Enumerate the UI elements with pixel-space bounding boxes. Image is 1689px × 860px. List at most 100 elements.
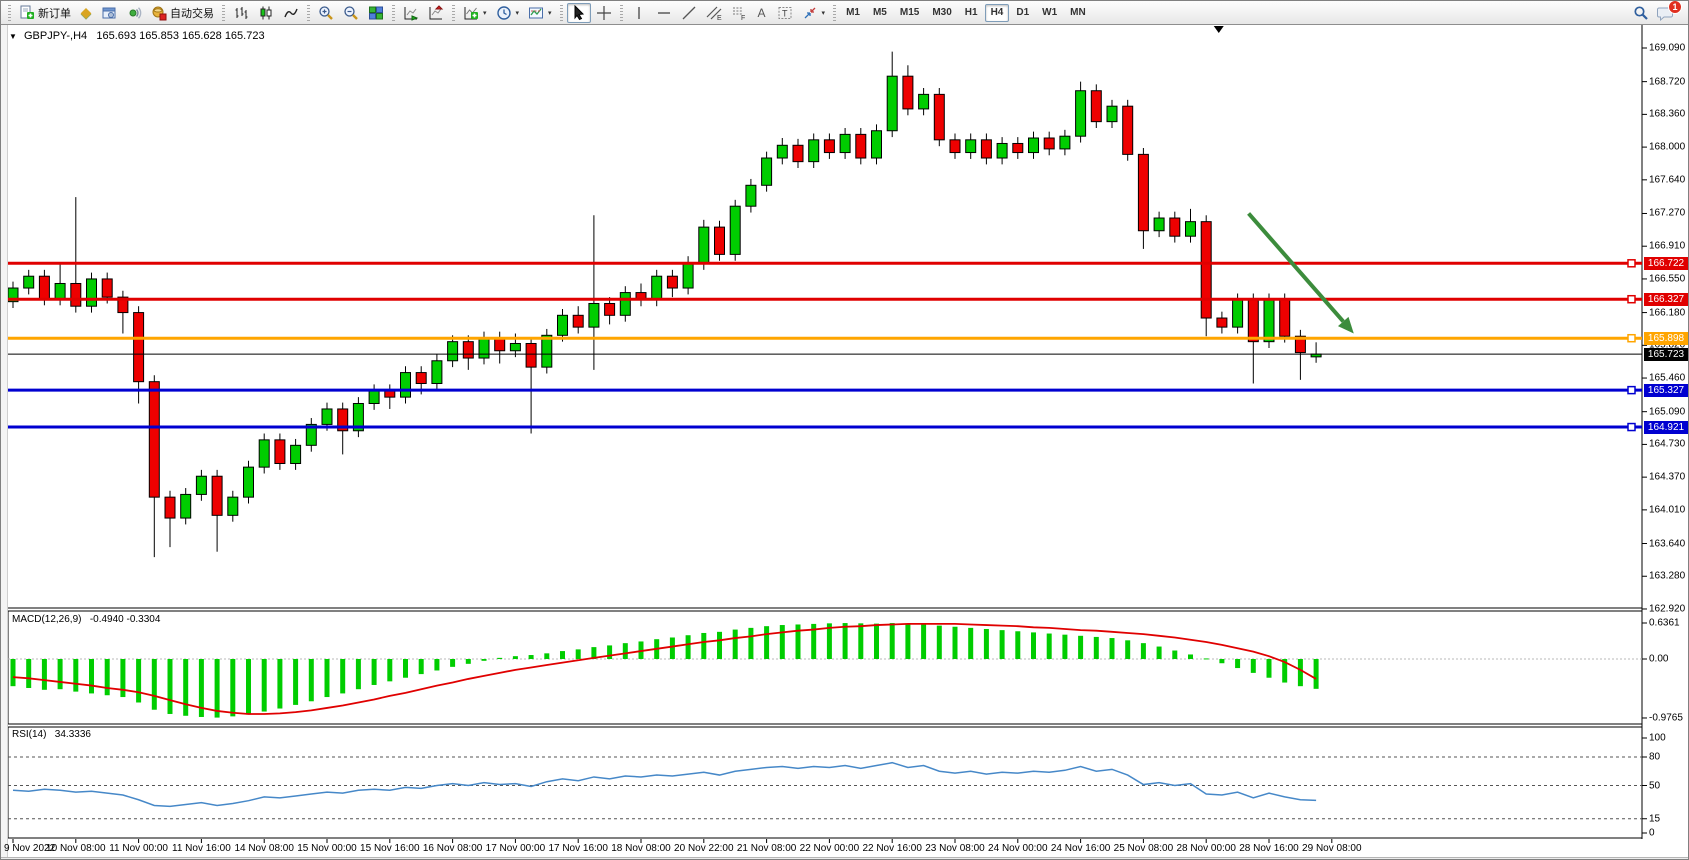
candle-body (1043, 137, 1055, 150)
new-order-icon (20, 5, 34, 19)
trend-arrow-line[interactable] (1247, 212, 1345, 323)
timeframe-button-h4[interactable]: H4 (984, 3, 1010, 22)
crosshair-icon (596, 5, 611, 20)
candle-body (996, 142, 1008, 159)
macd-histogram-bar (936, 625, 942, 659)
candle-body (792, 144, 804, 163)
text-tool-button[interactable]: A (752, 3, 772, 23)
chart-shift-marker-icon[interactable] (1213, 26, 1224, 33)
chart-symbol-period: GBPJPY-,H4 (23, 30, 88, 42)
macd-histogram-bar (418, 659, 424, 675)
zoom-in-icon (319, 5, 333, 20)
candle-body (133, 312, 145, 383)
timeframe-button-h1[interactable]: H1 (964, 7, 978, 18)
macd-histogram-bar (277, 659, 283, 709)
candle-body (541, 334, 553, 368)
timeframe-button-w1[interactable]: W1 (1042, 7, 1058, 18)
horizontal-line-icon (657, 11, 670, 14)
trendline-tool-button[interactable] (677, 3, 701, 23)
macd-histogram-bar (575, 649, 581, 659)
timeframe-button-m5[interactable]: M5 (872, 7, 887, 18)
macd-histogram-bar (874, 623, 879, 659)
bar-chart-button[interactable] (229, 3, 253, 23)
trendline-icon (682, 6, 696, 19)
time-axis-label: 25 Nov 08:00 (1113, 843, 1174, 854)
cursor-tool-button[interactable] (566, 2, 591, 23)
toolbar-grip (559, 4, 563, 21)
templates-button[interactable]: ▾ (524, 3, 556, 23)
periods-dropdown-caret-icon[interactable]: ▾ (515, 9, 520, 17)
notifications-button[interactable]: 1 (1653, 1, 1682, 23)
candle-body (1169, 217, 1181, 237)
indicators-dropdown-caret-icon[interactable]: ▾ (483, 9, 487, 17)
channel-tool-button[interactable]: E (702, 3, 726, 23)
zoom-in-button[interactable] (314, 3, 338, 23)
line-chart-button[interactable] (279, 3, 303, 23)
hline-anchor-handle[interactable] (1627, 333, 1636, 343)
timeframe-button-m30[interactable]: M30 (932, 7, 952, 18)
chart-shift-button[interactable] (424, 3, 448, 23)
hline-anchor-handle[interactable] (1627, 422, 1636, 432)
macd-histogram-bar (701, 632, 707, 659)
time-axis-label: 18 Nov 08:00 (611, 843, 671, 854)
macd-histogram-bar (481, 659, 487, 661)
price-tick-label: 165.460 (1649, 372, 1686, 384)
candle-body (1232, 299, 1244, 328)
timeframe-button-mn[interactable]: MN (1070, 7, 1086, 18)
hline-anchor-handle[interactable] (1627, 385, 1636, 395)
candle-body (1216, 317, 1228, 328)
price-tick-label: 166.180 (1649, 307, 1686, 319)
periods-button[interactable]: ▾ (492, 3, 524, 23)
signals-button[interactable] (122, 3, 146, 23)
arrows-dropdown-caret-icon[interactable]: ▾ (821, 9, 826, 17)
toolbar-grip (833, 4, 837, 21)
auto-trading-button[interactable]: 自动交易 (147, 3, 218, 23)
auto-scroll-button[interactable] (399, 3, 423, 23)
arrows-tool-button[interactable]: ▾ (798, 3, 830, 23)
candle-body (604, 302, 616, 316)
market-watch-icon (102, 7, 116, 18)
crosshair-tool-button[interactable] (592, 3, 616, 23)
macd-histogram-bar (607, 645, 613, 659)
new-order-button[interactable]: 新订单 (15, 3, 75, 23)
candle-body (1247, 299, 1259, 343)
timeframe-button-d1[interactable]: D1 (1016, 7, 1030, 18)
market-watch-button[interactable] (97, 3, 121, 23)
zoom-out-button[interactable] (339, 3, 363, 23)
horizontal-line-tool-button[interactable] (652, 3, 676, 23)
indicators-button[interactable]: ▾ (459, 3, 491, 23)
profile-button[interactable]: ◆ (76, 3, 96, 23)
candle-body (462, 341, 474, 359)
text-label-icon: T (778, 6, 792, 19)
candle-body (195, 475, 207, 495)
chart-menu-caret-icon[interactable]: ▼ (9, 32, 17, 41)
templates-dropdown-caret-icon[interactable]: ▾ (548, 9, 552, 17)
candle-body (290, 444, 302, 465)
search-button[interactable] (1629, 3, 1653, 23)
timeframe-button-m15[interactable]: M15 (899, 7, 920, 18)
indicators-icon (464, 6, 478, 19)
rsi-tick-label: 100 (1649, 732, 1666, 744)
price-level-badge: 165.898 (1644, 331, 1688, 345)
trend-arrow-head[interactable] (1337, 316, 1354, 334)
macd-histogram-bar (1125, 640, 1131, 659)
macd-histogram-bar (591, 647, 597, 659)
auto-trading-label: 自动交易 (170, 7, 214, 20)
tile-windows-button[interactable] (364, 3, 388, 23)
macd-histogram-bar (450, 659, 456, 667)
time-axis-label: 16 Nov 08:00 (422, 843, 483, 854)
macd-histogram-bar (371, 659, 377, 685)
hline-anchor-handle[interactable] (1627, 294, 1636, 304)
timeframe-button-m1[interactable]: M1 (846, 7, 860, 18)
candle-body (1279, 299, 1291, 337)
vertical-line-tool-button[interactable] (627, 3, 651, 23)
macd-histogram-bar (1313, 659, 1319, 689)
macd-indicator-label: MACD(12,26,9) -0.4940 -0.3304 (12, 614, 160, 625)
price-level-badge: 165.723 (1644, 347, 1688, 361)
hline-anchor-handle[interactable] (1627, 259, 1636, 268)
price-tick-label: 167.640 (1649, 174, 1686, 186)
candlestick-chart-button[interactable] (254, 3, 278, 23)
text-label-tool-button[interactable]: T (773, 3, 797, 23)
fibonacci-tool-button[interactable]: F (727, 3, 751, 23)
